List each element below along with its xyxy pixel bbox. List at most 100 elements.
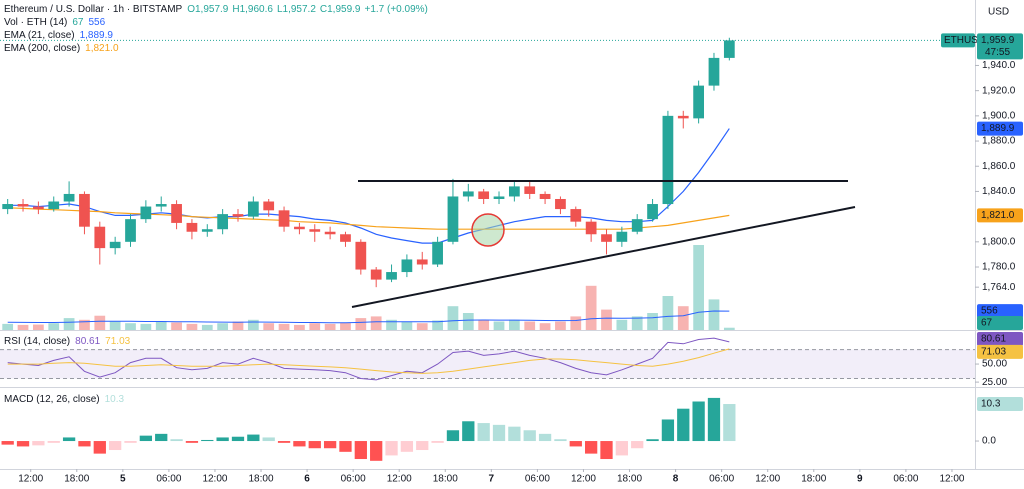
candle-body xyxy=(370,269,382,280)
volume-ma xyxy=(7,310,730,324)
candle-body xyxy=(263,201,275,211)
x-tick-label: 06:00 xyxy=(893,474,918,485)
candle-body xyxy=(524,186,536,194)
y-tick-label: 1,880.0 xyxy=(982,136,1016,147)
candle-body xyxy=(723,40,735,58)
macd-bar xyxy=(400,441,414,452)
volume-bar xyxy=(478,319,490,330)
candle-body xyxy=(693,85,704,119)
axis-tag xyxy=(977,121,1023,136)
macd-bar xyxy=(385,441,398,456)
legend-readout: 80.61 xyxy=(75,336,100,347)
candle-body xyxy=(647,204,658,220)
macd-bar xyxy=(93,441,106,454)
candle-body xyxy=(247,201,259,217)
drawings xyxy=(351,180,856,308)
legend-line: EMA (200, close) 1,821.0 xyxy=(4,43,119,54)
volume-bar xyxy=(616,319,628,330)
candle-body xyxy=(109,241,121,249)
y-tick-label: 1,800.0 xyxy=(982,236,1016,247)
x-tick-label: 9 xyxy=(857,474,863,485)
volume-bar xyxy=(294,324,305,330)
ohlc: O1,957.9 xyxy=(187,4,229,15)
macd-bar xyxy=(723,404,736,442)
rsi-line xyxy=(7,337,730,381)
macd-bar xyxy=(1,441,14,445)
candle-body xyxy=(662,115,674,205)
macd-bar xyxy=(707,397,721,442)
macd-bar xyxy=(247,434,260,442)
candle-body xyxy=(217,214,229,230)
candle-body xyxy=(631,219,643,232)
x-tick-label: 6 xyxy=(304,474,310,485)
legend: Ethereum / U.S. Dollar · 1h · BITSTAMP O1… xyxy=(4,4,1009,405)
macd-bar xyxy=(615,441,628,456)
axis-tag xyxy=(977,344,1023,359)
legend-line: Vol · ETH (14) 67 556 xyxy=(4,17,106,28)
macd-bar xyxy=(231,436,245,442)
macd-bar xyxy=(585,441,598,454)
axis-tag-label: 10.3 xyxy=(981,399,1001,410)
candle-body xyxy=(294,226,305,230)
candle-body xyxy=(416,259,428,265)
volume-bar xyxy=(17,324,29,330)
candle-body xyxy=(585,221,597,235)
volume-bar xyxy=(677,306,689,330)
axis-tag-label: 1,889.9 xyxy=(981,123,1015,134)
x-tick-label: 12:00 xyxy=(18,474,43,485)
legend-label: Vol · ETH (14) xyxy=(4,17,67,28)
x-tick-label: 5 xyxy=(120,474,126,485)
candle-body xyxy=(508,186,520,197)
x-tick-label: 12:00 xyxy=(387,474,412,485)
candle-body xyxy=(140,206,152,220)
y-tick-label: 0.0 xyxy=(982,436,996,447)
macd-bar xyxy=(462,421,475,442)
legend-label: MACD (12, 26, close) xyxy=(4,394,100,405)
volume-bar xyxy=(570,316,582,330)
candle-body xyxy=(432,241,443,265)
macd-bar xyxy=(416,441,429,451)
legend-readout: 71.03 xyxy=(105,336,130,347)
volume-bar xyxy=(140,323,152,330)
macd-bar xyxy=(47,441,60,443)
candle-body xyxy=(355,241,367,270)
volume-bar xyxy=(340,322,351,330)
legend-line: RSI (14, close) 80.61 71.03 xyxy=(4,336,131,347)
volume-bar xyxy=(324,323,336,330)
x-tick-label: 18:00 xyxy=(801,474,826,485)
macd-bar xyxy=(523,430,536,442)
header-line: Ethereum / U.S. Dollar · 1h · BITSTAMP O1… xyxy=(4,4,428,15)
volume-bar xyxy=(708,299,720,330)
volume-bar xyxy=(125,323,136,330)
macd-bar xyxy=(631,441,644,449)
y-tick-label: 1,900.0 xyxy=(982,110,1016,121)
legend-readout: 1,889.9 xyxy=(80,30,114,41)
y-tick-label: 1,920.0 xyxy=(982,85,1016,96)
legend-line: EMA (21, close) 1,889.9 xyxy=(4,30,113,41)
candle-body xyxy=(171,204,182,223)
volume-bar xyxy=(647,313,658,330)
candle-body xyxy=(340,234,351,242)
candle-body xyxy=(616,231,628,242)
volume-bar xyxy=(555,321,566,330)
axis-tag-label: 1,959.9 xyxy=(981,35,1015,46)
ohlc: C1,959.9 xyxy=(320,4,361,15)
macd-bar xyxy=(323,441,337,449)
axis-tag-label: 556 xyxy=(981,306,998,317)
volume-bar xyxy=(79,319,90,330)
candle-body xyxy=(386,272,397,280)
axis-tag-label: 80.61 xyxy=(981,334,1006,345)
candle-body xyxy=(125,219,136,242)
axis-tag xyxy=(941,33,975,48)
legend-readout: 1,821.0 xyxy=(85,43,119,54)
volume-bar xyxy=(493,321,505,330)
macd-bar xyxy=(308,441,321,449)
axis-tag-label: 67 xyxy=(981,318,993,329)
macd-bar xyxy=(185,441,199,443)
legend-label: EMA (21, close) xyxy=(4,30,75,41)
plots: 1,764.0 1,780.0 1,800.0 1,840.0 1,860.0 1,880… xyxy=(0,37,1016,485)
volume-bar xyxy=(155,321,167,330)
